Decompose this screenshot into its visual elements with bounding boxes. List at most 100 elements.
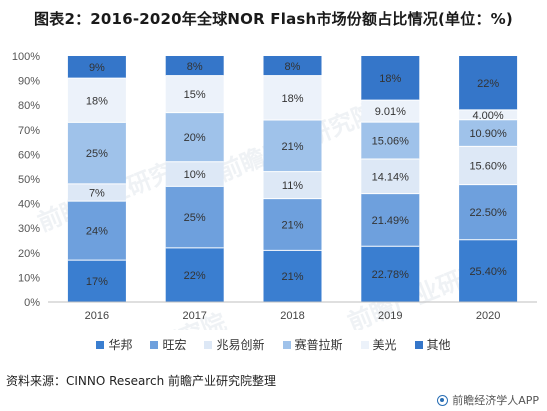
source-note: 资料来源：CINNO Research 前瞻产业研究院整理: [6, 374, 276, 388]
data-label: 22.50%: [469, 207, 507, 219]
bar-segment: [361, 246, 420, 302]
data-label: 17%: [86, 276, 108, 288]
brand-text: 前瞻经济学人APP: [452, 394, 539, 407]
data-label: 15%: [184, 89, 206, 101]
y-tick-label: 50%: [18, 174, 40, 186]
legend-label: 旺宏: [162, 338, 187, 352]
bar-segment: [67, 56, 126, 79]
bar-segment: [67, 78, 126, 123]
x-axis: 2016 2017 2018 2019 2020: [48, 301, 537, 322]
x-tick-label: 2018: [280, 310, 304, 322]
data-label: 18%: [281, 93, 303, 105]
bar-segment: [361, 56, 420, 101]
data-label: 9%: [89, 62, 105, 74]
bar-segment: [165, 75, 224, 113]
bar-segment: [263, 198, 322, 251]
data-label: 21%: [281, 271, 303, 283]
legend-label: 华邦: [108, 338, 133, 352]
data-label: 10.90%: [469, 128, 507, 140]
legend-swatch: [282, 340, 291, 349]
legend-label: 赛普拉斯: [294, 338, 343, 352]
bar-segment: [459, 239, 518, 302]
bar-segment: [263, 171, 322, 199]
x-tick-label: 2017: [182, 310, 206, 322]
brand-logo-icon: [437, 394, 449, 406]
y-tick-label: 100%: [12, 51, 40, 63]
legend-swatch: [150, 340, 159, 349]
legend-label: 兆易创新: [216, 338, 265, 352]
data-label: 21.49%: [372, 215, 410, 227]
bar-segment: [165, 186, 224, 248]
bar-segment: [165, 112, 224, 162]
bars-group: 17% 24% 7% 25% 18% 9% 22% 25% 10% 20% 15% 8% 21% 21% 1…: [67, 56, 518, 302]
data-label: 10%: [184, 169, 206, 181]
data-label: 25.40%: [469, 266, 507, 278]
legend-item: 赛普拉斯: [282, 336, 343, 353]
data-label: 22%: [477, 78, 499, 90]
y-tick-label: 60%: [18, 149, 40, 161]
bar-segment: [165, 247, 224, 302]
bar-segment: [459, 119, 518, 147]
bar-segment: [165, 161, 224, 187]
y-tick-label: 10%: [18, 272, 40, 284]
bar-segment: [67, 201, 126, 261]
data-label: 15.06%: [372, 136, 410, 148]
chart-title: 图表2：2016-2020年全球NOR Flash市场份额占比情况(单位：%): [34, 10, 513, 28]
data-label: 9.01%: [375, 106, 406, 118]
bar-segment: [263, 56, 322, 76]
legend-item: 兆易创新: [204, 336, 265, 353]
stacked-bar-chart: 前瞻产业研究院前瞻产业研究院前瞻产业研究院前瞻产业研究院 0%10%20%30%…: [12, 51, 537, 330]
data-label: 25%: [86, 148, 108, 160]
x-tick-label: 2020: [476, 310, 500, 322]
bar-segment: [459, 109, 518, 120]
bar-segment: [361, 193, 420, 247]
legend-label: 其他: [426, 338, 451, 352]
y-axis: 0% 10% 20% 30% 40% 50% 60% 70% 80% 90% 100%: [12, 51, 40, 309]
data-label: 7%: [89, 188, 105, 200]
y-tick-label: 40%: [18, 199, 40, 211]
data-label: 22.78%: [372, 269, 410, 281]
x-tick-label: 2019: [378, 310, 402, 322]
data-label: 21%: [281, 141, 303, 153]
y-tick-label: 90%: [18, 76, 40, 88]
data-label: 11%: [282, 180, 303, 192]
bar-segment: [459, 56, 518, 110]
data-label: 4.00%: [472, 110, 503, 122]
legend-swatch: [360, 340, 369, 349]
data-label: 14.14%: [372, 171, 410, 183]
y-tick-label: 80%: [18, 100, 40, 112]
bar-segment: [67, 122, 126, 184]
bar-segment: [263, 75, 322, 120]
x-tick-label: 2016: [85, 310, 109, 322]
data-label: 8%: [285, 61, 301, 73]
data-label: 25%: [184, 212, 206, 224]
data-label: 20%: [184, 132, 206, 144]
y-tick-label: 0%: [24, 297, 40, 309]
data-label: 18%: [86, 95, 108, 107]
data-label: 8%: [187, 61, 203, 73]
legend-swatch: [204, 340, 213, 349]
data-label: 15.60%: [469, 161, 507, 173]
bar-segment: [263, 250, 322, 302]
legend-item: 华邦: [96, 336, 132, 353]
data-label: 24%: [86, 226, 108, 238]
bar-segment: [67, 183, 126, 202]
legend: 华邦 旺宏 兆易创新 赛普拉斯 美光 其他: [0, 336, 547, 353]
data-label: 18%: [379, 73, 401, 85]
legend-item: 旺宏: [150, 336, 186, 353]
brand-mark: 前瞻经济学人APP: [437, 392, 539, 408]
bar-segment: [165, 56, 224, 76]
y-tick-label: 70%: [18, 125, 40, 137]
bar-segment: [459, 146, 518, 185]
legend-label: 美光: [372, 338, 397, 352]
legend-item: 美光: [360, 336, 397, 353]
data-label: 21%: [281, 220, 303, 232]
bar-segment: [459, 184, 518, 240]
bar-segment: [361, 122, 420, 159]
legend-item: 其他: [414, 336, 451, 353]
bar-segment: [361, 100, 420, 123]
y-tick-label: 30%: [18, 223, 40, 235]
legend-swatch: [414, 340, 423, 349]
bar-segment: [67, 260, 126, 302]
bar-segment: [361, 158, 420, 194]
